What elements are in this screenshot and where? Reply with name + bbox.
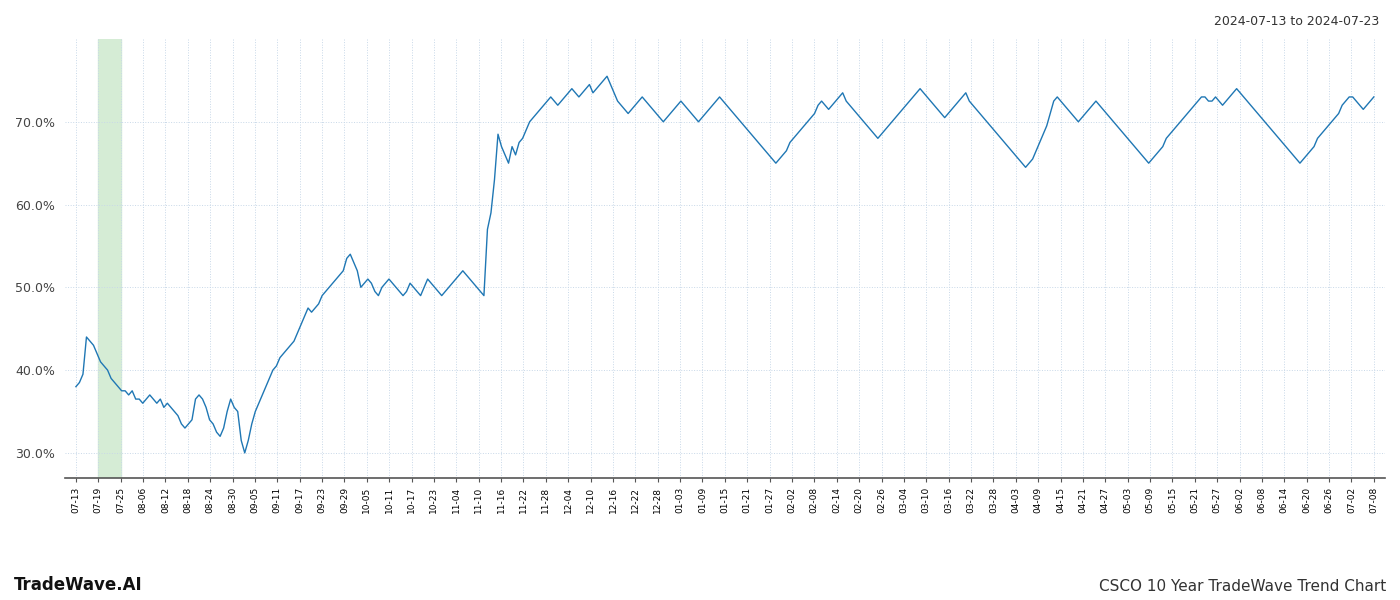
Text: 2024-07-13 to 2024-07-23: 2024-07-13 to 2024-07-23 (1214, 15, 1379, 28)
Text: TradeWave.AI: TradeWave.AI (14, 576, 143, 594)
Text: CSCO 10 Year TradeWave Trend Chart: CSCO 10 Year TradeWave Trend Chart (1099, 579, 1386, 594)
Bar (98, 39, 120, 478)
